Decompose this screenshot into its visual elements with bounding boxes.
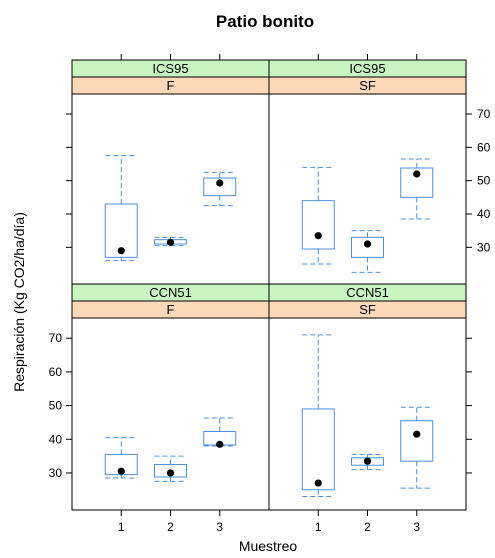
box: [104, 203, 138, 258]
x-tick-label: 2: [364, 520, 371, 534]
x-tick-label: 3: [216, 520, 223, 534]
box: [154, 464, 187, 478]
box: [301, 200, 335, 250]
strip-bottom-label: SF: [359, 78, 376, 93]
y-tick-label-left: 40: [49, 432, 63, 446]
y-tick-label-left: 70: [49, 331, 63, 345]
y-tick-label-right: 50: [477, 174, 491, 188]
strip-top-label: ICS95: [349, 61, 385, 76]
median-dot: [314, 479, 322, 487]
box: [301, 408, 335, 491]
y-tick-label-right: 70: [477, 107, 491, 121]
strip-bottom-label: F: [167, 78, 175, 93]
box: [351, 236, 384, 258]
median-dot: [166, 469, 175, 477]
y-tick-label-left: 50: [49, 399, 63, 413]
y-tick-label-right: 60: [477, 140, 491, 154]
median-dot: [166, 238, 175, 246]
x-tick-label: 1: [118, 520, 125, 534]
strip-top-label: CCN51: [346, 285, 389, 300]
median-dot: [216, 440, 224, 448]
median-dot: [117, 247, 125, 255]
median-dot: [363, 457, 372, 465]
box: [400, 167, 434, 198]
median-dot: [117, 467, 125, 475]
panel-frame: [268, 93, 467, 285]
strip-top-label: ICS95: [152, 61, 188, 76]
y-tick-label-left: 60: [49, 365, 63, 379]
strip-bottom-label: F: [167, 302, 175, 317]
strip-bottom-label: SF: [359, 302, 376, 317]
panel-frame: [268, 317, 467, 511]
box: [203, 177, 237, 197]
x-tick-label: 3: [413, 520, 420, 534]
y-tick-label-right: 40: [477, 207, 491, 221]
panel-frame: [71, 93, 270, 285]
median-dot: [314, 232, 322, 240]
chart-title: Patio bonito: [216, 12, 314, 31]
median-dot: [413, 430, 421, 438]
median-dot: [216, 179, 224, 187]
y-tick-label-left: 30: [49, 466, 63, 480]
median-dot: [413, 170, 421, 178]
plot-area: ICS95 F ICS95 SF CCN51 F CCN51 SF 30 30 40 40 50 50 60…: [49, 54, 491, 534]
x-tick-label: 2: [167, 520, 174, 534]
strip-top-label: CCN51: [149, 285, 192, 300]
y-tick-label-right: 30: [477, 240, 491, 254]
x-tick-label: 1: [315, 520, 322, 534]
y-axis-label: Respiración (Kg CO2/ha/día): [11, 212, 27, 392]
median-dot: [363, 240, 372, 248]
box: [400, 420, 434, 462]
x-axis-label: Muestreo: [239, 538, 298, 554]
